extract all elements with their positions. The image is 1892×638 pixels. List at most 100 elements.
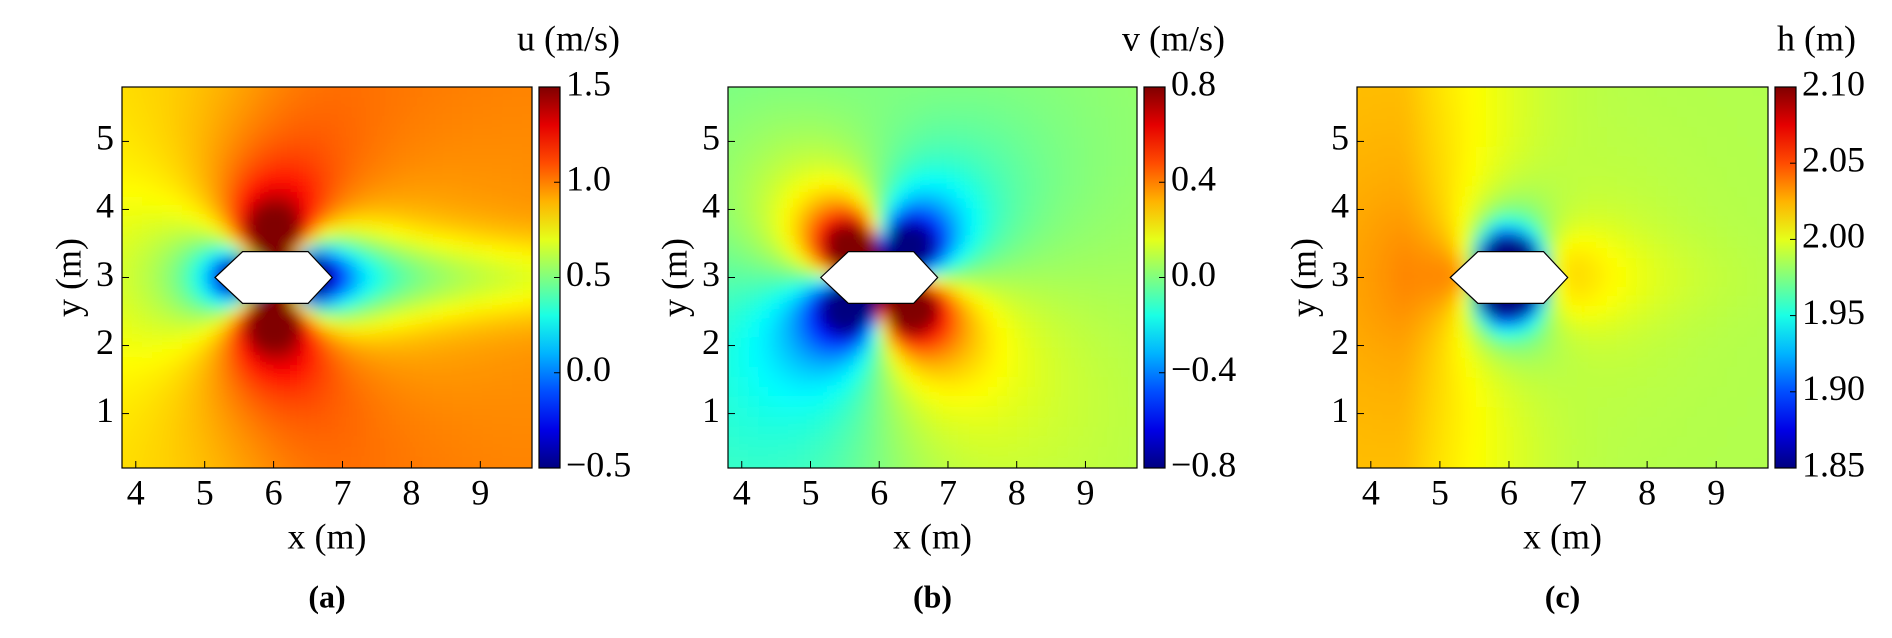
field-cell — [1437, 97, 1448, 108]
field-cell — [848, 217, 859, 228]
field-cell — [1497, 447, 1508, 458]
field-cell — [738, 177, 749, 188]
field-cell — [302, 387, 313, 398]
field-cell — [998, 157, 1009, 168]
field-cell — [1048, 457, 1059, 468]
field-cell — [1357, 437, 1368, 448]
field-cell — [382, 167, 393, 178]
field-cell — [1028, 227, 1039, 238]
field-cell — [1357, 87, 1358, 88]
field-cell — [1497, 227, 1508, 238]
field-cell — [1357, 157, 1358, 168]
field-cell — [1377, 137, 1388, 148]
field-cell — [748, 237, 759, 248]
field-cell — [1078, 117, 1089, 128]
field-cell — [1467, 437, 1478, 448]
field-cell — [1407, 217, 1418, 228]
field-cell — [1098, 267, 1109, 278]
field-cell — [1407, 477, 1418, 488]
field-cell — [122, 337, 133, 348]
field-cell — [142, 257, 153, 268]
field-cell — [1038, 337, 1049, 348]
field-cell — [152, 257, 163, 268]
field-cell — [1108, 477, 1119, 488]
field-cell — [1547, 297, 1558, 308]
field-cell — [858, 237, 869, 248]
field-cell — [758, 287, 769, 298]
field-cell — [818, 107, 829, 118]
field-cell — [808, 147, 819, 158]
field-cell — [422, 227, 433, 238]
field-cell — [1128, 377, 1137, 388]
field-cell — [102, 157, 113, 168]
field-cell — [522, 197, 532, 208]
field-cell — [272, 197, 283, 208]
field-cell — [1427, 297, 1438, 308]
field-cell — [708, 107, 719, 118]
field-cell — [918, 367, 929, 378]
field-cell — [222, 447, 233, 458]
field-cell — [1537, 187, 1548, 198]
field-cell — [898, 487, 909, 498]
field-cell — [122, 377, 133, 388]
field-cell — [918, 167, 929, 178]
field-cell — [482, 277, 493, 288]
field-cell — [352, 437, 363, 448]
field-cell — [828, 487, 839, 498]
field-cell — [1058, 237, 1069, 248]
field-cell — [252, 147, 263, 158]
y-axis-label: y (m) — [48, 238, 88, 317]
field-cell — [1527, 107, 1538, 118]
field-cell — [192, 307, 203, 318]
field-cell — [1337, 227, 1348, 238]
field-cell — [788, 457, 799, 468]
field-cell — [838, 117, 849, 128]
field-cell — [382, 407, 393, 418]
field-cell — [1457, 407, 1468, 418]
field-cell — [402, 287, 413, 298]
field-cell — [452, 357, 463, 368]
field-cell — [372, 327, 383, 338]
obstacle — [214, 251, 333, 304]
field-cell — [212, 177, 223, 188]
field-cell — [938, 457, 949, 468]
field-cell — [432, 297, 443, 308]
field-cell — [272, 337, 283, 348]
field-cell — [1547, 397, 1558, 408]
field-cell — [1397, 337, 1408, 348]
field-cell — [262, 87, 273, 88]
field-cell — [1467, 387, 1478, 398]
field-cell — [1098, 427, 1109, 438]
field-cell — [122, 457, 123, 468]
field-cell — [1078, 287, 1089, 298]
field-cell — [1128, 367, 1137, 378]
field-cell — [1477, 157, 1488, 168]
field-cell — [798, 287, 809, 298]
field-cell — [1128, 477, 1139, 488]
field-cell — [968, 107, 979, 118]
field-cell — [252, 317, 263, 328]
field-cell — [512, 207, 523, 218]
field-cell — [828, 107, 839, 118]
field-cell — [512, 147, 523, 158]
field-cell — [232, 87, 243, 98]
field-cell — [1527, 347, 1538, 358]
field-cell — [1347, 477, 1358, 488]
field-cell — [1138, 477, 1149, 488]
field-cell — [868, 437, 879, 448]
field-cell — [512, 417, 523, 428]
field-cell — [758, 427, 769, 438]
field-cell — [998, 447, 1009, 458]
field-cell — [738, 347, 749, 358]
field-cell — [1527, 87, 1538, 98]
field-cell — [1357, 107, 1358, 118]
field-cell — [1457, 397, 1468, 408]
field-cell — [1118, 467, 1129, 468]
field-cell — [172, 317, 183, 328]
field-cell — [372, 187, 383, 198]
field-cell — [1427, 287, 1438, 298]
field-cell — [272, 117, 283, 128]
field-cell — [1387, 367, 1398, 378]
field-cell — [928, 187, 939, 198]
field-cell — [928, 417, 939, 428]
